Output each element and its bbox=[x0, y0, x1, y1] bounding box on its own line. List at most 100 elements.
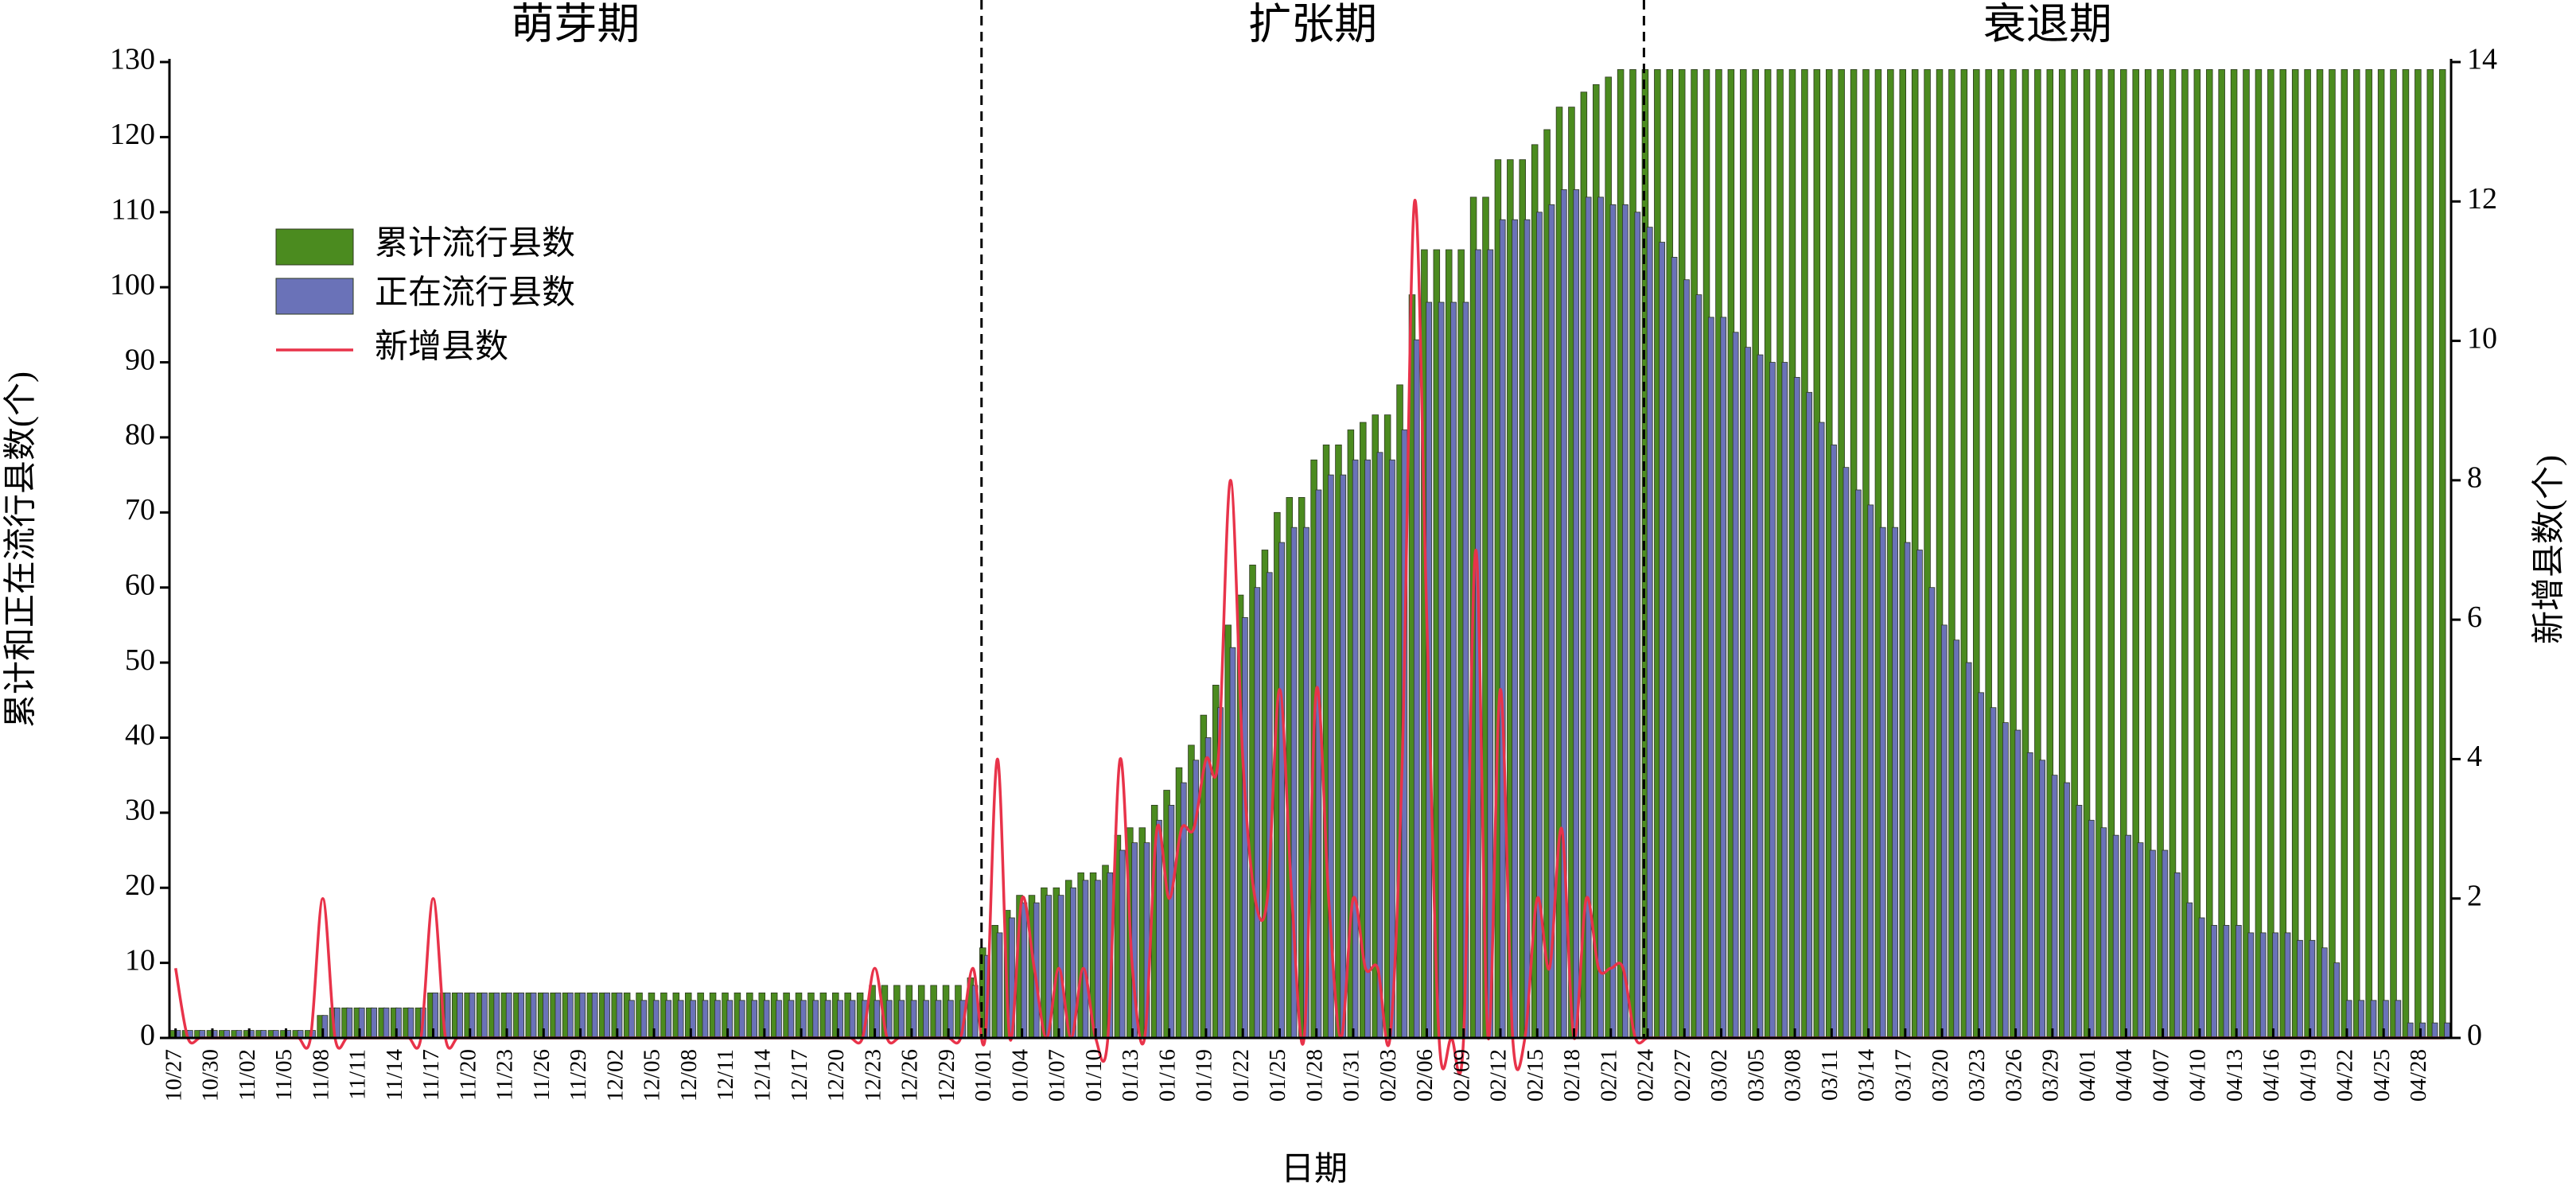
bar bbox=[2304, 69, 2311, 1039]
bar bbox=[738, 1000, 745, 1039]
bar bbox=[824, 1000, 831, 1039]
bar bbox=[2181, 69, 2189, 1039]
bar bbox=[898, 1000, 905, 1039]
x-tick-label: 12/08 bbox=[676, 1049, 702, 1102]
x-tick-label: 04/25 bbox=[2369, 1049, 2395, 1102]
bar bbox=[1990, 707, 1997, 1039]
bar bbox=[2407, 1022, 2414, 1039]
bar bbox=[776, 1000, 782, 1039]
bar bbox=[2076, 805, 2083, 1039]
bar bbox=[1978, 692, 1984, 1039]
x-tick-label: 02/24 bbox=[1633, 1049, 1659, 1102]
bar bbox=[2051, 775, 2058, 1039]
bar bbox=[2279, 69, 2287, 1039]
x-tick-label: 02/18 bbox=[1559, 1049, 1585, 1102]
bar bbox=[1499, 219, 1506, 1039]
bar bbox=[1156, 819, 1162, 1039]
phase-label: 衰退期 bbox=[1983, 0, 2112, 48]
bar bbox=[2341, 69, 2348, 1039]
y-tick-label: 80 bbox=[125, 418, 155, 452]
y-tick-label: 10 bbox=[125, 943, 155, 977]
x-tick-label: 12/29 bbox=[934, 1049, 959, 1102]
y-tick-label: 20 bbox=[125, 869, 155, 902]
legend-label: 累计流行县数 bbox=[375, 226, 575, 262]
bar bbox=[1745, 347, 1751, 1039]
bar bbox=[1340, 474, 1347, 1039]
phase-label: 萌芽期 bbox=[511, 0, 640, 48]
bar bbox=[2444, 1022, 2450, 1039]
x-tick-label: 03/20 bbox=[1928, 1049, 1953, 1102]
bar bbox=[493, 992, 500, 1039]
bar bbox=[1229, 647, 1236, 1039]
x-tick-label: 03/02 bbox=[1706, 1049, 1732, 1102]
bar bbox=[481, 992, 488, 1039]
bar bbox=[1831, 444, 1837, 1039]
bar bbox=[2395, 1000, 2402, 1039]
y-tick-label: 120 bbox=[110, 118, 155, 151]
bar bbox=[2026, 752, 2033, 1039]
bar bbox=[2235, 925, 2242, 1039]
bar bbox=[1781, 362, 1788, 1039]
bar bbox=[2390, 69, 2397, 1039]
bar bbox=[1659, 242, 1666, 1039]
x-tick-label: 10/27 bbox=[161, 1049, 186, 1102]
x-tick-label: 01/01 bbox=[971, 1049, 996, 1102]
legend-label: 正在流行县数 bbox=[375, 275, 575, 312]
legend-swatch bbox=[275, 228, 354, 266]
bar bbox=[1523, 219, 1531, 1039]
bar bbox=[1806, 391, 1813, 1039]
bar bbox=[677, 1000, 684, 1039]
legend-label: 新增县数 bbox=[375, 329, 508, 366]
bar bbox=[1953, 639, 1960, 1039]
x-tick-label: 01/19 bbox=[1192, 1049, 1217, 1102]
x-tick-label: 03/14 bbox=[1854, 1049, 1879, 1102]
bar bbox=[2150, 849, 2156, 1039]
bar bbox=[1843, 467, 1850, 1039]
bar bbox=[2309, 939, 2316, 1039]
bar bbox=[1940, 624, 1948, 1039]
bar bbox=[604, 992, 610, 1039]
bar bbox=[1965, 662, 1972, 1039]
y-tick-label: 90 bbox=[125, 343, 155, 376]
bar bbox=[1315, 489, 1322, 1039]
bar bbox=[457, 992, 463, 1039]
phase-label: 扩张期 bbox=[1248, 0, 1377, 48]
y2-tick-label: 2 bbox=[2467, 879, 2482, 912]
x-tick-label: 01/28 bbox=[1302, 1049, 1327, 1102]
bar bbox=[2173, 872, 2181, 1039]
bar bbox=[1695, 294, 1702, 1039]
y2-tick-label: 6 bbox=[2467, 600, 2482, 634]
x-tick-label: 12/05 bbox=[640, 1049, 665, 1102]
x-tick-label: 04/01 bbox=[2075, 1049, 2100, 1102]
x-tick-label: 04/22 bbox=[2333, 1049, 2358, 1102]
bar bbox=[2064, 782, 2070, 1039]
y2-tick-label: 14 bbox=[2467, 43, 2497, 76]
x-tick-label: 02/15 bbox=[1523, 1049, 1548, 1102]
bar bbox=[2415, 69, 2422, 1039]
x-tick-label: 03/11 bbox=[1817, 1049, 1843, 1101]
y-tick-label: 130 bbox=[110, 43, 155, 76]
bar bbox=[2402, 69, 2410, 1039]
x-tick-label: 12/14 bbox=[749, 1049, 775, 1102]
bar bbox=[2112, 834, 2119, 1039]
bar bbox=[1671, 256, 1678, 1039]
x-tick-label: 12/26 bbox=[897, 1049, 923, 1102]
bar bbox=[2438, 69, 2446, 1039]
bar bbox=[1180, 782, 1187, 1039]
bar bbox=[2358, 1000, 2364, 1039]
bar bbox=[1928, 587, 1936, 1039]
bar bbox=[2039, 760, 2046, 1039]
y2-tick-label: 12 bbox=[2467, 182, 2497, 216]
bar bbox=[2198, 917, 2205, 1039]
bar bbox=[1376, 452, 1383, 1039]
x-tick-label: 02/27 bbox=[1670, 1049, 1695, 1102]
bar bbox=[702, 1000, 709, 1039]
bar bbox=[2100, 827, 2107, 1039]
x-tick-label: 04/16 bbox=[2259, 1049, 2284, 1102]
bar bbox=[2272, 932, 2278, 1039]
bar bbox=[1450, 301, 1457, 1039]
x-tick-label: 01/25 bbox=[1265, 1049, 1290, 1102]
x-tick-label: 01/31 bbox=[1339, 1049, 1364, 1102]
